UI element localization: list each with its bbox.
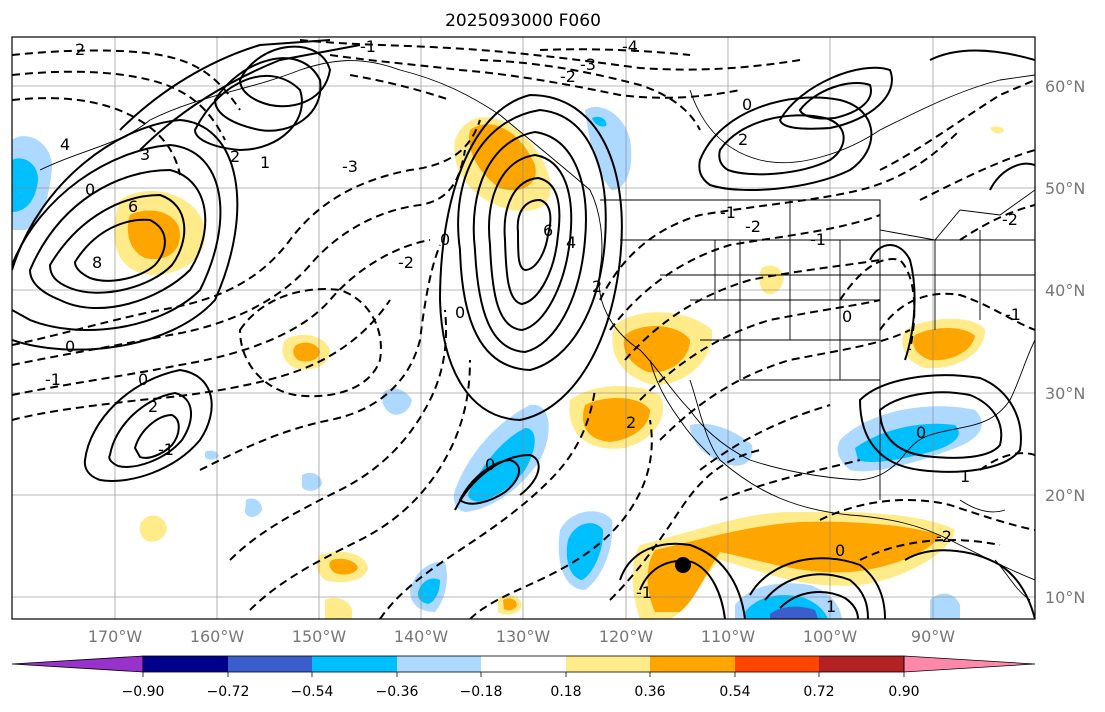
- lat-lon-grid: [12, 37, 1035, 619]
- dashed-contours: [12, 39, 1035, 619]
- colorbar-segment: [481, 656, 566, 672]
- colorbar-tick-label: 0.18: [550, 684, 581, 700]
- contour-label: -1: [45, 370, 61, 389]
- contour-label: -2: [745, 217, 761, 236]
- contour-label: 0: [916, 423, 926, 442]
- contour-label: 3: [140, 145, 150, 164]
- contour-label: -2: [936, 527, 952, 546]
- colorbar-segment: [143, 656, 228, 672]
- contour-label: 2: [626, 413, 636, 432]
- solid-contours: [12, 39, 1035, 619]
- map-frame: [11, 36, 1036, 620]
- contour-label: 2: [230, 147, 240, 166]
- contour-label: -2: [1002, 210, 1018, 229]
- colorbar-frame: [142, 655, 905, 673]
- contour-label: -2: [398, 253, 414, 272]
- colorbar-tick-label: −0.90: [122, 684, 165, 700]
- contour-label: -3: [580, 55, 596, 74]
- colorbar-tick-label: 0.72: [803, 684, 834, 700]
- colorbar-segment: [650, 656, 735, 672]
- contour-label: 1: [260, 153, 270, 172]
- lon-tick-label: 90°W: [911, 627, 955, 646]
- lat-tick-label: 30°N: [1045, 384, 1085, 403]
- contour-label: 6: [543, 221, 553, 240]
- colorbar-segment: [312, 656, 397, 672]
- contour-label: -1: [1005, 305, 1021, 324]
- contour-label: 0: [138, 370, 148, 389]
- contour-label: 2: [148, 397, 158, 416]
- contour-label: -2: [560, 67, 576, 86]
- colorbar-tick-label: 0.54: [719, 684, 750, 700]
- positive-anomaly-shading: [114, 117, 1004, 619]
- contour-label: -4: [622, 37, 638, 56]
- contour-label: 0: [455, 303, 465, 322]
- lon-tick-label: 120°W: [599, 627, 654, 646]
- contour-label: 0: [842, 307, 852, 326]
- lon-tick-label: 100°W: [803, 627, 858, 646]
- lon-tick-label: 170°W: [88, 627, 143, 646]
- contour-label: 8: [92, 253, 102, 272]
- contour-label: -1: [720, 203, 736, 222]
- contour-label: 6: [128, 197, 138, 216]
- contour-label: -3: [342, 157, 358, 176]
- colorbar-segment: [228, 656, 312, 672]
- contour-label: -1: [810, 230, 826, 249]
- latitude-labels: 60°N 50°N 40°N 30°N 20°N 10°N: [1045, 77, 1085, 607]
- lat-tick-label: 50°N: [1045, 179, 1085, 198]
- storm-center-marker: [675, 557, 691, 573]
- map-title: 2025093000 F060: [445, 11, 601, 31]
- contour-label: 1: [960, 467, 970, 486]
- colorbar: −0.90 −0.72 −0.54 −0.36 −0.18 0.18 0.36 …: [11, 655, 1036, 700]
- contour-label: -1: [636, 583, 652, 602]
- lon-tick-label: 140°W: [394, 627, 449, 646]
- colorbar-tick-label: 0.90: [888, 684, 919, 700]
- colorbar-extend-low: [11, 655, 144, 673]
- colorbar-extend-high: [903, 655, 1036, 673]
- colorbar-tick-label: −0.36: [376, 684, 419, 700]
- colorbar-segment: [566, 656, 650, 672]
- lon-tick-label: 150°W: [292, 627, 347, 646]
- contour-label: 1: [826, 597, 836, 616]
- map-plot-area: 2 4 3 0 6 8 -3 -4 -2 -1 1 2 0 -1 0 2 -1 …: [11, 36, 1036, 620]
- contour-labels: 2 4 3 0 6 8 -3 -4 -2 -1 1 2 0 -1 0 2 -1 …: [45, 37, 1021, 616]
- contour-label: 2: [592, 277, 602, 296]
- colorbar-tick-label: −0.54: [291, 684, 334, 700]
- colorbar-tick-label: −0.18: [460, 684, 503, 700]
- contour-label: 0: [65, 337, 75, 356]
- colorbar-segment: [735, 656, 819, 672]
- contour-label: 0: [742, 95, 752, 114]
- lat-tick-label: 20°N: [1045, 486, 1085, 505]
- contour-label: 0: [85, 180, 95, 199]
- contour-label: 4: [566, 233, 576, 252]
- contour-label: 4: [60, 135, 70, 154]
- lat-tick-label: 60°N: [1045, 77, 1085, 96]
- contour-label: 2: [738, 130, 748, 149]
- contour-label: 0: [835, 541, 845, 560]
- colorbar-segment: [397, 656, 481, 672]
- negative-anomaly-shading: [12, 106, 982, 619]
- contour-label: 0: [440, 230, 450, 249]
- lat-tick-label: 40°N: [1045, 281, 1085, 300]
- lon-tick-label: 130°W: [496, 627, 551, 646]
- contour-label: -1: [360, 37, 376, 56]
- contour-label: 0: [485, 455, 495, 474]
- colorbar-tick-label: 0.36: [634, 684, 665, 700]
- colorbar-ticks: [142, 672, 905, 677]
- longitude-labels: 170°W 160°W 150°W 140°W 130°W 120°W 110°…: [88, 627, 955, 646]
- lon-tick-label: 160°W: [190, 627, 245, 646]
- lon-tick-label: 110°W: [701, 627, 756, 646]
- colorbar-segment: [819, 656, 904, 672]
- colorbar-tick-label: −0.72: [207, 684, 250, 700]
- lat-tick-label: 10°N: [1045, 588, 1085, 607]
- contour-label: -1: [158, 440, 174, 459]
- contour-label: 2: [75, 40, 85, 59]
